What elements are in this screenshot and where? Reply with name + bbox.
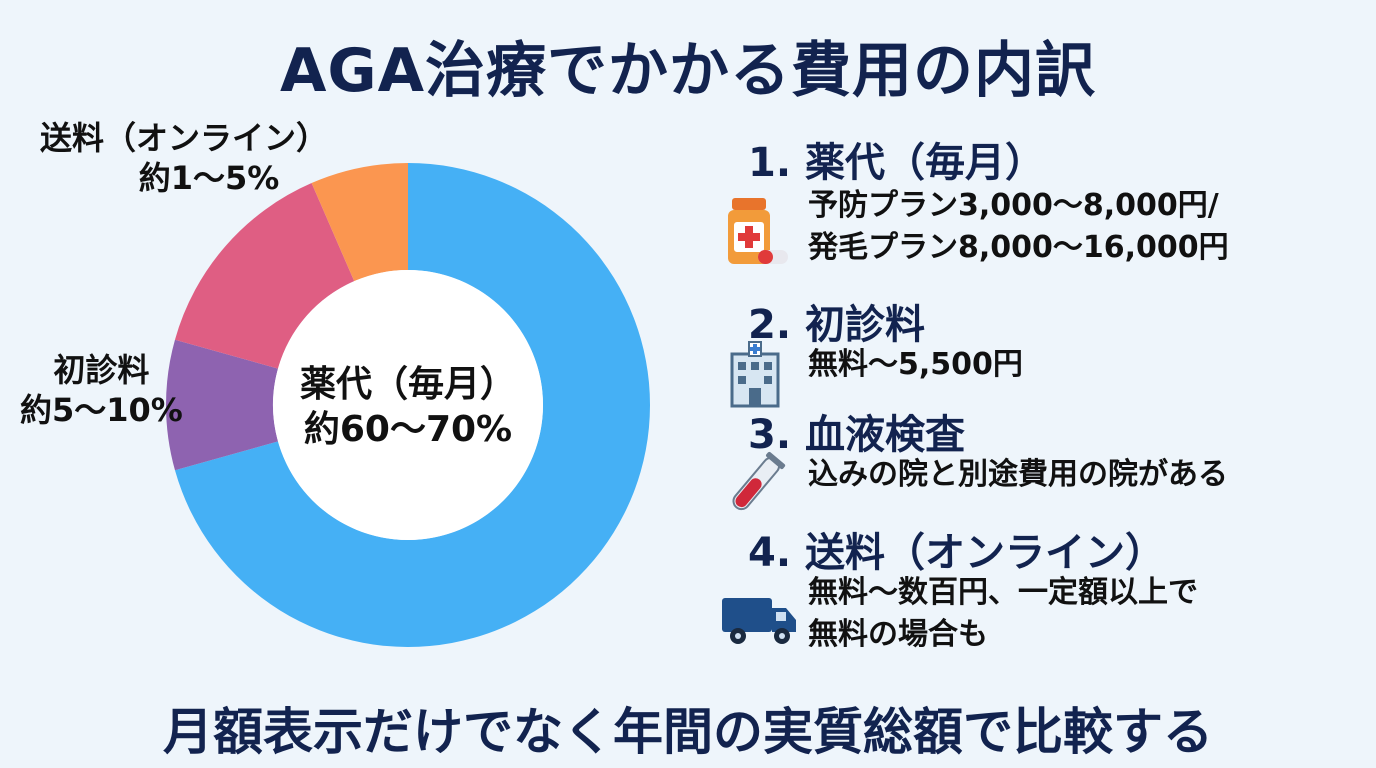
page-title: AGA治療でかかる費用の内訳 <box>279 36 1097 106</box>
center-label: 薬代（毎月） 約60〜70% <box>268 362 548 452</box>
donut-slice-3 <box>311 163 408 282</box>
item-initial-fee-heading: 2. 初診料 <box>748 302 925 348</box>
label-shipping: 送料（オンライン） 約1〜5% <box>40 118 328 198</box>
footer-note: 月額表示だけでなく年間の実質総額で比較する <box>163 703 1213 761</box>
donut-slice-0 <box>174 163 651 647</box>
item-medicine-heading: 1. 薬代（毎月） <box>748 140 1045 186</box>
item-shipping-desc: 無料〜数百円、一定額以上で 無料の場合も <box>808 572 1198 656</box>
test-tube-icon <box>732 451 786 511</box>
item-shipping-heading: 4. 送料（オンライン） <box>748 530 1165 576</box>
item-shipping-desc-line2: 無料の場合も <box>808 617 988 652</box>
item-medicine-desc-line1: 予防プラン3,000〜8,000円/ <box>808 188 1219 223</box>
item-medicine-desc-line2: 発毛プラン8,000〜16,000円 <box>808 230 1229 265</box>
hospital-icon <box>730 341 780 408</box>
item-medicine-desc: 予防プラン3,000〜8,000円/ 発毛プラン8,000〜16,000円 <box>808 185 1229 269</box>
item-shipping-desc-line1: 無料〜数百円、一定額以上で <box>808 575 1198 610</box>
donut-slice-2 <box>174 183 355 369</box>
center-label-value: 約60〜70% <box>303 409 513 450</box>
label-shipping-value: 約1〜5% <box>138 159 280 197</box>
donut-hole <box>273 270 543 540</box>
item-initial-fee-desc: 無料〜5,500円 <box>808 347 1023 382</box>
item-blood-test-heading: 3. 血液検査 <box>748 412 965 458</box>
item-blood-test-desc: 込みの院と別途費用の院がある <box>808 457 1228 492</box>
label-initial-fee-name: 初診料 <box>53 351 150 389</box>
medicine-bottle-icon <box>728 198 788 264</box>
label-initial-fee-value: 約5〜10% <box>20 391 183 429</box>
donut-slice-1 <box>165 339 279 471</box>
donut-chart <box>165 163 651 647</box>
label-initial-fee: 初診料 約5〜10% <box>20 350 183 430</box>
delivery-truck-icon <box>722 598 796 644</box>
label-shipping-name: 送料（オンライン） <box>40 119 329 157</box>
center-label-name: 薬代（毎月） <box>299 364 516 405</box>
